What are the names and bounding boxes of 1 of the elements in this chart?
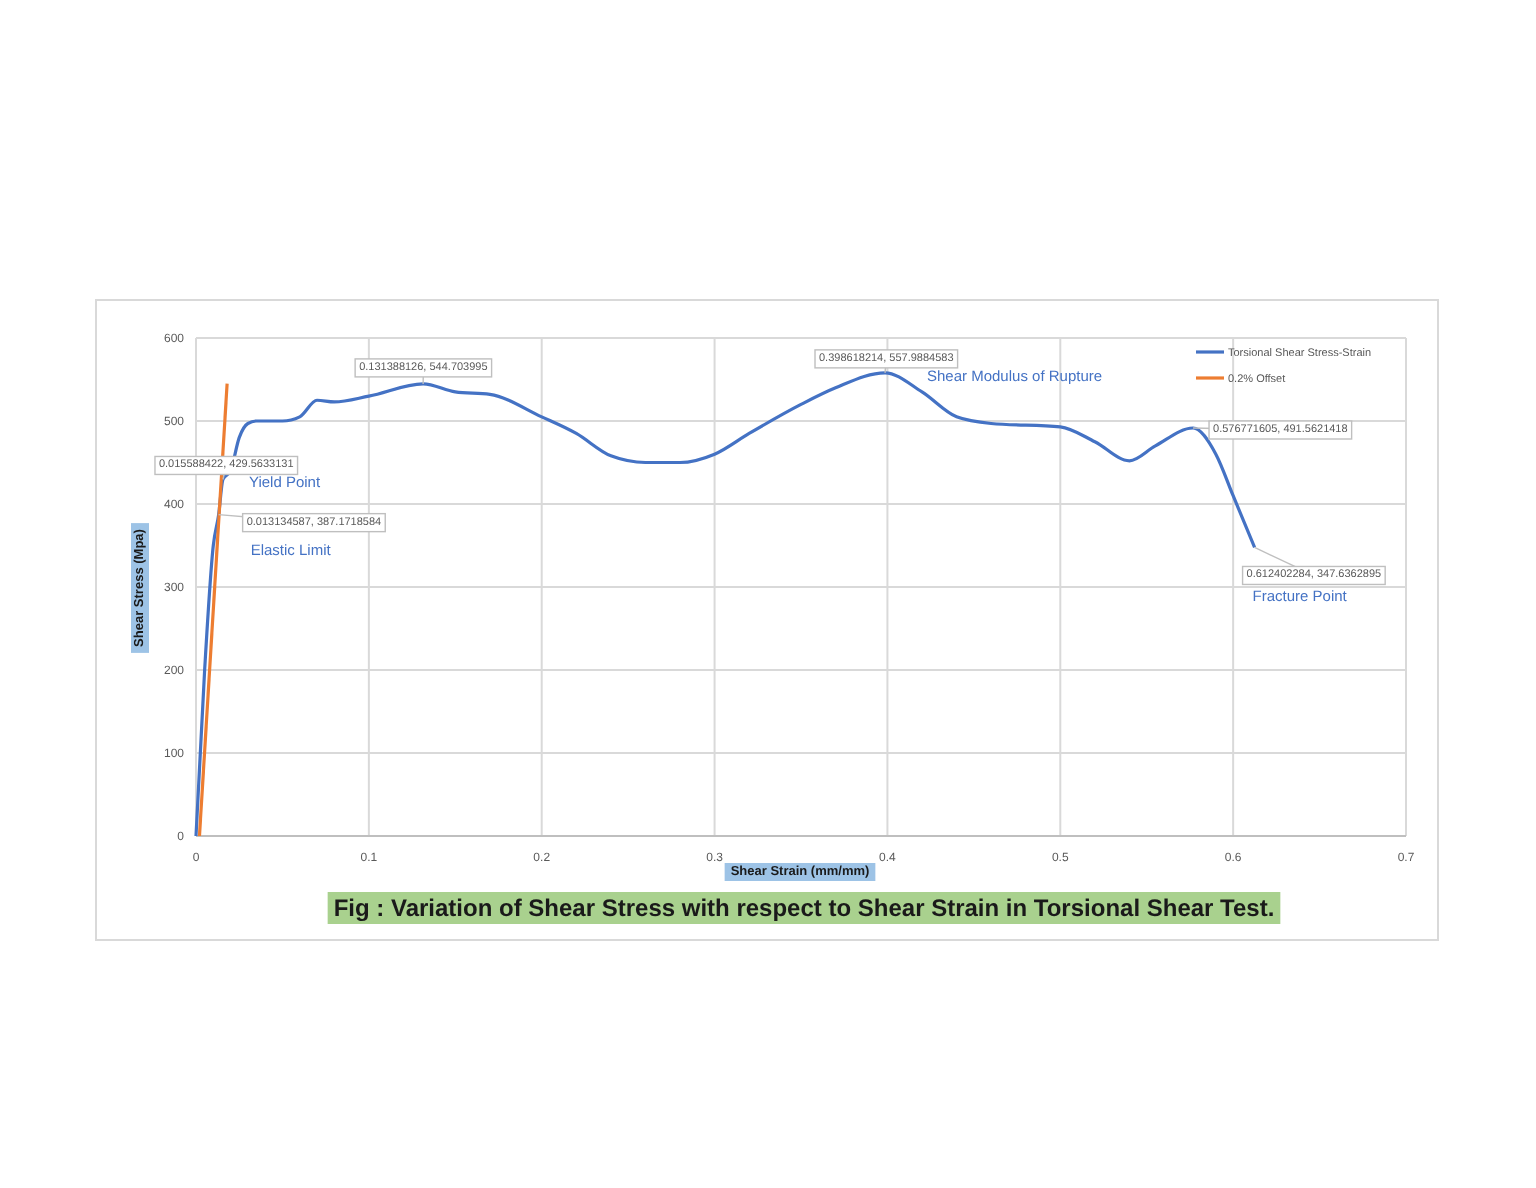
text: Fig : Variation of Shear Stress with respect to Shear Strain in Torsional Shear Test.: [333, 894, 1275, 922]
